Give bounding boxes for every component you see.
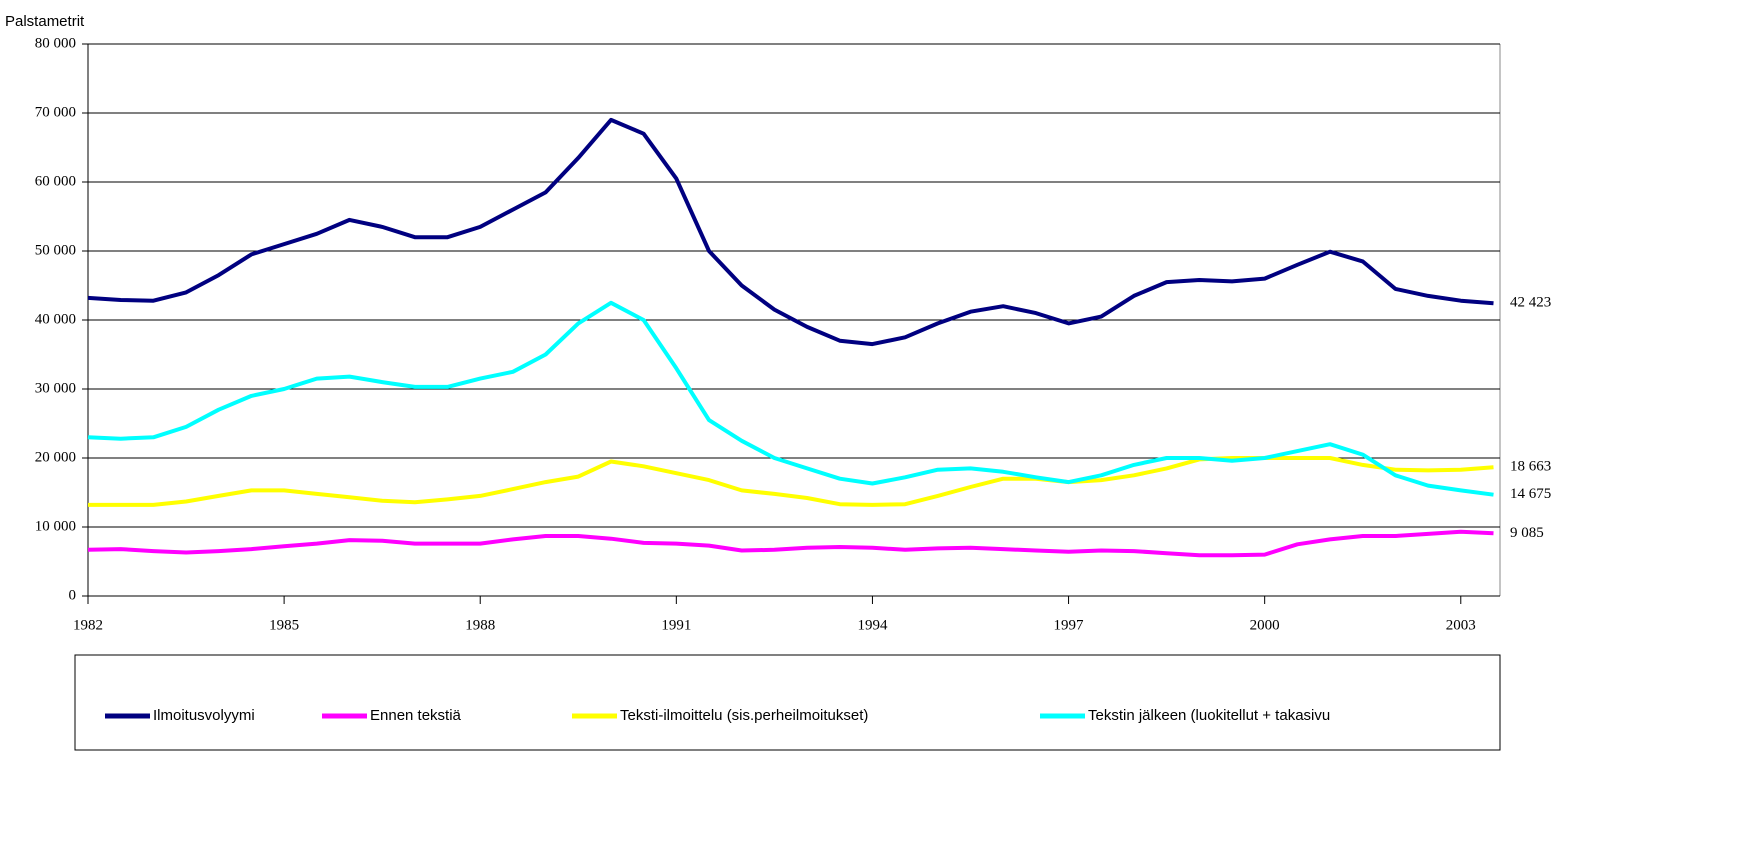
x-tick-label: 1994 [857,617,888,633]
x-tick-label: 1985 [269,617,299,633]
y-tick-label: 0 [69,587,77,603]
x-tick-label: 2003 [1446,617,1476,633]
x-tick-label: 1988 [465,617,495,633]
legend-label: Ennen tekstiä [370,707,462,724]
x-tick-label: 1991 [661,617,691,633]
end-value-label: 42 423 [1510,295,1551,311]
end-value-label: 9 085 [1510,525,1544,541]
legend-label: Tekstin jälkeen (luokitellut + takasivu [1088,707,1330,724]
x-tick-label: 1997 [1054,617,1085,633]
x-tick-label: 2000 [1250,617,1280,633]
y-tick-label: 60 000 [35,173,76,189]
legend-box [74,654,1501,751]
end-value-label: 14 675 [1510,486,1551,502]
y-axis-title: Palstametrit [5,13,85,30]
y-tick-label: 30 000 [35,380,76,396]
y-tick-label: 70 000 [35,104,76,120]
y-tick-label: 50 000 [35,242,76,258]
y-tick-label: 80 000 [35,35,76,51]
end-value-label: 18 663 [1510,459,1551,475]
y-tick-label: 20 000 [35,449,76,465]
series-line [87,529,1494,558]
legend-label: Teksti-ilmoittelu (sis.perheilmoitukset) [620,707,868,724]
legend-label: Ilmoitusvolyymi [153,707,255,724]
series-line [87,300,1494,497]
y-tick-label: 10 000 [35,518,76,534]
y-tick-label: 40 000 [35,311,76,327]
x-tick-label: 1982 [73,617,103,633]
series-line [87,117,1494,347]
